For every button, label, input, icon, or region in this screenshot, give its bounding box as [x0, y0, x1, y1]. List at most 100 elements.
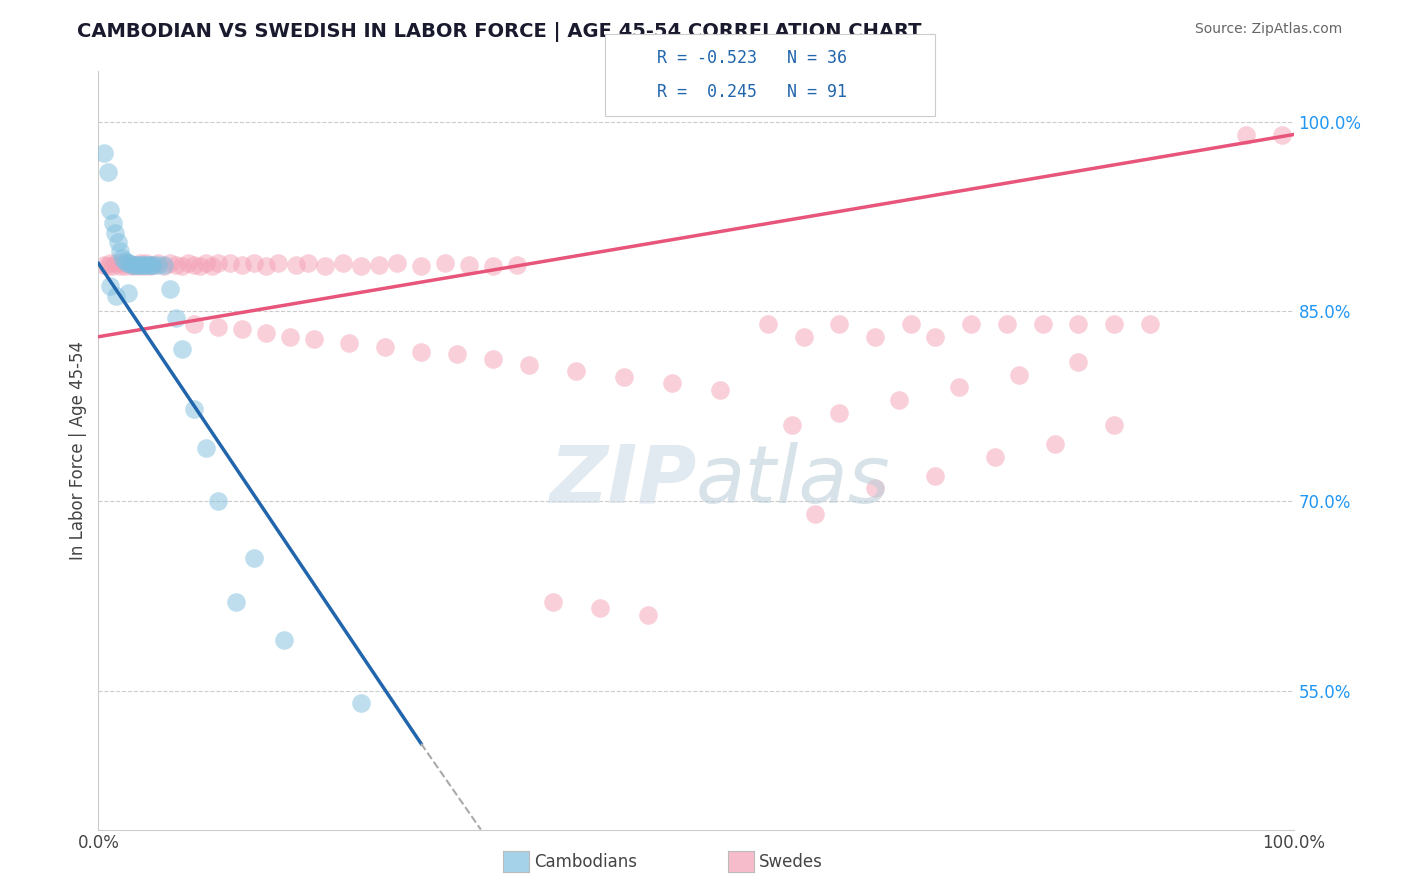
Point [104, 226, 127, 240]
Point [368, 258, 391, 272]
Point [97, 165, 120, 179]
Point [1032, 317, 1054, 331]
Point [108, 244, 131, 258]
Point [97, 259, 120, 273]
Point [1234, 128, 1257, 142]
Point [1271, 128, 1294, 142]
Point [105, 289, 128, 303]
Point [284, 258, 307, 272]
Point [93, 146, 115, 161]
Text: ZIP: ZIP [548, 442, 696, 520]
Point [828, 405, 851, 419]
Point [105, 256, 128, 270]
Point [139, 258, 162, 272]
Point [339, 336, 361, 351]
Point [219, 256, 242, 270]
Text: R = -0.523   N = 36: R = -0.523 N = 36 [657, 49, 846, 67]
Point [924, 330, 946, 344]
Point [165, 258, 187, 272]
Point [117, 256, 139, 270]
Point [865, 482, 887, 496]
Point [135, 256, 157, 270]
Point [195, 256, 218, 270]
Point [541, 595, 564, 609]
Point [385, 256, 409, 270]
Point [231, 322, 253, 336]
Point [129, 256, 152, 270]
Point [188, 259, 211, 273]
Point [132, 259, 155, 273]
Point [243, 550, 266, 565]
Point [434, 256, 457, 270]
Point [315, 259, 337, 273]
Point [153, 258, 176, 272]
Point [201, 259, 224, 273]
Point [374, 340, 396, 354]
Point [517, 358, 540, 372]
Point [278, 330, 301, 344]
Point [889, 392, 911, 407]
Point [127, 259, 149, 273]
Point [128, 258, 150, 272]
Point [1067, 355, 1090, 369]
Point [117, 285, 139, 300]
Point [900, 317, 922, 331]
Point [865, 330, 887, 344]
Point [138, 258, 160, 272]
Point [458, 258, 481, 272]
Point [159, 256, 181, 270]
Point [254, 259, 277, 273]
Point [793, 330, 815, 344]
Point [124, 258, 146, 272]
Point [828, 317, 851, 331]
Text: Cambodians: Cambodians [534, 853, 637, 871]
Point [637, 607, 659, 622]
Point [446, 347, 468, 361]
Point [984, 450, 1007, 464]
Point [1139, 317, 1161, 331]
Point [118, 256, 141, 270]
Y-axis label: In Labor Force | Age 45-54: In Labor Force | Age 45-54 [69, 341, 87, 560]
Point [124, 258, 146, 272]
Point [142, 258, 165, 272]
Point [302, 332, 325, 346]
Point [121, 258, 143, 272]
Point [195, 441, 218, 455]
Text: CAMBODIAN VS SWEDISH IN LABOR FORCE | AGE 45-54 CORRELATION CHART: CAMBODIAN VS SWEDISH IN LABOR FORCE | AG… [77, 22, 922, 42]
Point [254, 326, 277, 340]
Point [142, 258, 165, 272]
Text: Source: ZipAtlas.com: Source: ZipAtlas.com [1195, 22, 1343, 37]
Point [350, 696, 373, 710]
Point [183, 401, 205, 416]
Point [148, 256, 170, 270]
Point [804, 507, 827, 521]
Point [135, 258, 157, 272]
Point [565, 364, 588, 378]
Point [93, 258, 115, 272]
Point [114, 259, 136, 273]
Point [1104, 418, 1126, 433]
Point [506, 258, 529, 272]
Point [207, 256, 229, 270]
Point [350, 259, 373, 273]
Point [139, 259, 162, 273]
Point [481, 352, 505, 367]
Point [183, 317, 205, 331]
Point [411, 345, 433, 359]
Point [121, 259, 143, 273]
Point [1067, 317, 1090, 331]
Point [111, 256, 134, 270]
Point [709, 383, 731, 397]
Point [207, 319, 229, 334]
Point [273, 633, 295, 648]
Point [948, 380, 970, 394]
Point [243, 256, 266, 270]
Text: R =  0.245   N = 91: R = 0.245 N = 91 [657, 83, 846, 101]
Point [108, 259, 131, 273]
Point [207, 494, 229, 508]
Point [332, 256, 354, 270]
Point [153, 259, 176, 273]
Point [995, 317, 1018, 331]
Point [132, 258, 155, 272]
Point [481, 259, 505, 273]
